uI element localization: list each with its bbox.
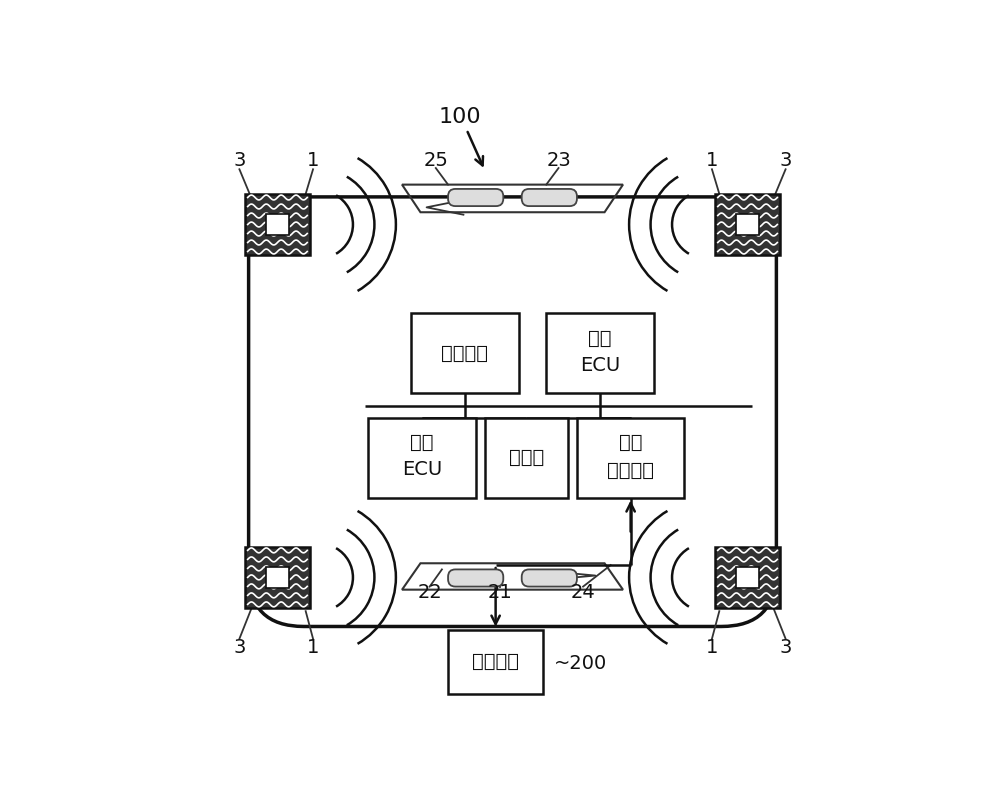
Text: ~200: ~200 [553,654,607,673]
Bar [266,567,289,588]
Bar [368,418,476,497]
Text: 1: 1 [307,638,319,658]
Text: 3: 3 [233,638,246,658]
Text: 通信装置: 通信装置 [607,461,654,480]
Bar [736,214,759,235]
Text: 21: 21 [488,583,513,603]
Text: 3: 3 [779,151,792,170]
Text: 车辆: 车辆 [619,433,642,452]
Bar [245,547,310,608]
Text: 25: 25 [423,151,448,170]
Bar [546,313,654,393]
Bar [448,630,543,694]
Text: 接收机: 接收机 [509,448,544,467]
Text: 23: 23 [546,151,571,170]
Text: 22: 22 [417,583,442,603]
Text: ECU: ECU [402,461,442,480]
Text: 100: 100 [439,107,482,127]
Text: 3: 3 [233,151,246,170]
Text: 报告装置: 报告装置 [441,344,488,363]
Text: 3: 3 [779,638,792,658]
Bar [577,418,684,497]
Text: 24: 24 [571,583,595,603]
Bar [736,567,759,588]
Text: 1: 1 [307,151,319,170]
Text: 1: 1 [706,151,718,170]
FancyBboxPatch shape [522,569,577,587]
Text: 1: 1 [706,638,718,658]
FancyBboxPatch shape [448,189,503,206]
FancyBboxPatch shape [522,189,577,206]
Bar [715,547,780,608]
Bar [245,194,310,255]
Text: 通信中心: 通信中心 [472,652,519,671]
Text: 制动: 制动 [588,328,612,347]
Bar [485,418,568,497]
Bar [715,194,780,255]
Text: 导航: 导航 [410,433,434,452]
Bar [266,214,289,235]
FancyBboxPatch shape [249,197,776,626]
Text: ECU: ECU [580,356,620,375]
FancyBboxPatch shape [448,569,503,587]
Bar [411,313,519,393]
